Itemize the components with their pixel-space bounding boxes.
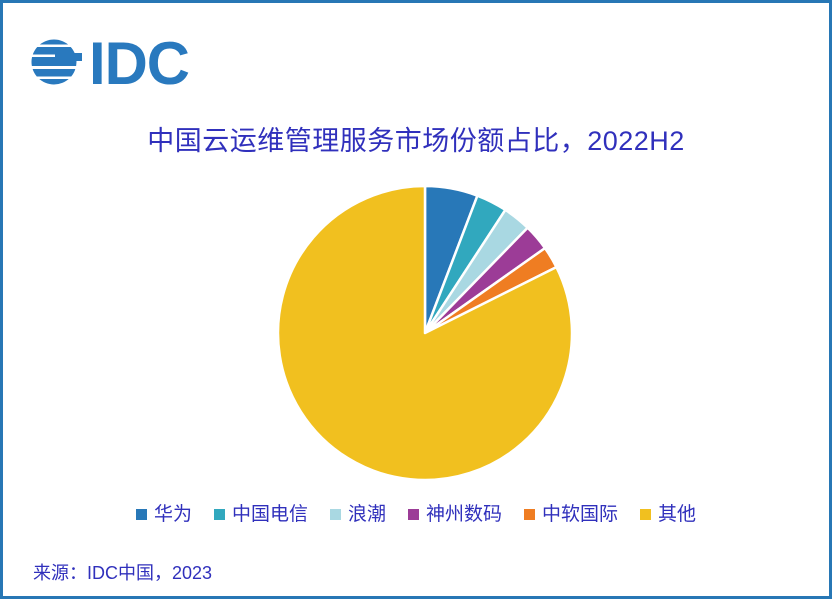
pie-chart [276, 184, 574, 482]
legend-swatch-china-telecom [213, 509, 225, 520]
idc-globe-icon [31, 39, 82, 85]
legend-item-inspur: 浪潮 [329, 504, 386, 525]
legend-label-others: 其他 [658, 504, 697, 525]
legend-label-china-telecom: 中国电信 [231, 504, 308, 525]
idc-logo: IDC [31, 33, 190, 91]
chart-title: 中国云运维管理服务市场份额占比，2022H2 [147, 126, 685, 156]
legend-swatch-huawei [135, 509, 147, 520]
legend-item-digital-china: 神州数码 [408, 505, 502, 524]
legend-label-inspur: 浪潮 [347, 504, 386, 525]
chart-legend: 华为 中国电信 浪潮 神州数码 中软国际 其他 [3, 505, 829, 524]
legend-swatch-digital-china [408, 509, 419, 520]
legend-item-others: 其他 [640, 505, 696, 524]
legend-item-chinasoft: 中软国际 [524, 505, 618, 524]
legend-swatch-inspur [329, 509, 341, 520]
legend-swatch-chinasoft [524, 509, 536, 520]
legend-label-huawei: 华为 [153, 504, 192, 525]
legend-label-chinasoft: 中软国际 [542, 504, 619, 525]
source-text: 来源：IDC中国，2023 [33, 563, 213, 583]
legend-item-huawei: 华为 [135, 504, 192, 525]
pie-slice-其他 [276, 184, 574, 482]
legend-item-china-telecom: 中国电信 [213, 504, 308, 525]
legend-swatch-others [640, 509, 652, 520]
legend-label-digital-china: 神州数码 [426, 504, 503, 525]
idc-logo-text: IDC [89, 33, 189, 91]
